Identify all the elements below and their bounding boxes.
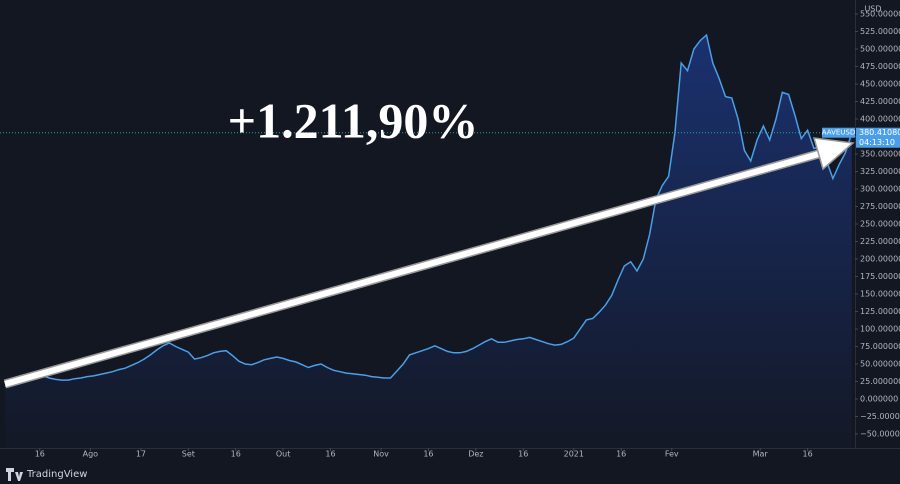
countdown: 04:13:10 (859, 138, 895, 147)
y-tick-label: 75.000000 (860, 342, 900, 351)
x-tick-label: Set (182, 450, 195, 459)
plot-area (0, 33, 855, 448)
y-tick-label: 550.000000 (860, 10, 900, 19)
area-fill (5, 35, 852, 448)
y-tick-label: 425.000000 (860, 97, 900, 106)
annotation-arrow (3, 137, 855, 389)
x-tick-label: Mar (753, 450, 769, 459)
x-tick-label: 16 (423, 450, 433, 459)
annotation: +1.211,90% (228, 92, 479, 148)
y-tick-label: 175.000000 (860, 272, 900, 281)
x-tick-label: Dez (468, 450, 483, 459)
y-unit: USD (864, 5, 881, 14)
y-tick-label: 525.000000 (860, 27, 900, 36)
y-tick-label: −50.000000 (860, 430, 900, 439)
brand: TradingView (6, 468, 87, 481)
y-tick-label: 50.000000 (860, 360, 900, 369)
arrow-head (812, 137, 855, 171)
y-tick-label: 300.000000 (860, 185, 900, 194)
y-tick-label: 100.000000 (860, 325, 900, 334)
x-tick-label: Out (276, 450, 291, 459)
y-tick-label: 325.000000 (860, 167, 900, 176)
x-tick-label: 2021 (564, 450, 584, 459)
y-tick-label: 25.000000 (860, 377, 900, 386)
y-tick-label: 150.000000 (860, 290, 900, 299)
brand-logo (6, 468, 23, 481)
x-tick-label: 16 (325, 450, 335, 459)
y-tick-label: 125.000000 (860, 307, 900, 316)
x-tick-label: Fev (665, 450, 679, 459)
y-tick-label: 500.000000 (860, 45, 900, 54)
x-tick-label: 16 (616, 450, 626, 459)
y-tick-label: 250.000000 (860, 220, 900, 229)
arrow-shaft (4, 150, 823, 387)
x-tick-label: 17 (136, 450, 146, 459)
price-tag (856, 127, 900, 148)
x-tick-label: 16 (231, 450, 241, 459)
y-tick-label: 0.000000 (860, 395, 898, 404)
y-tick-label: 450.000000 (860, 80, 900, 89)
y-tick-label: 400.000000 (860, 115, 900, 124)
x-tick-label: 16 (803, 450, 813, 459)
symbol-tag (822, 127, 855, 138)
brand-name: TradingView (26, 469, 87, 480)
x-tick-label: Nov (373, 450, 389, 459)
y-tick-label: 475.000000 (860, 62, 900, 71)
price-line (4, 33, 853, 388)
y-tick-label: 225.000000 (860, 237, 900, 246)
x-tick-label: 16 (518, 450, 528, 459)
y-tick-label: 350.000000 (860, 150, 900, 159)
symbol-name: AAVEUSD (822, 129, 856, 137)
y-tick-label: −25.000000 (860, 412, 900, 421)
x-tick-label: Ago (83, 450, 99, 459)
x-tick-label: 16 (35, 450, 45, 459)
y-tick-label: 200.000000 (860, 255, 900, 264)
last-price-label: 380.410803 (859, 128, 900, 137)
y-tick-label: 275.000000 (860, 202, 900, 211)
